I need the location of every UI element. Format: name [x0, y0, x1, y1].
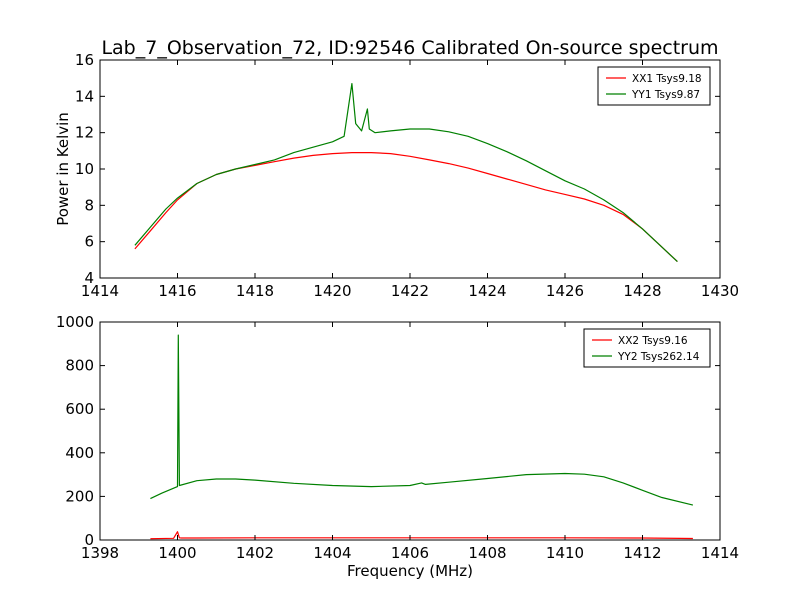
- x-tick-label: 1408: [468, 544, 506, 562]
- x-axis-label: Frequency (MHz): [347, 562, 473, 580]
- series-line-2-2: [150, 334, 694, 506]
- x-tick-label: 1414: [701, 544, 739, 562]
- x-tick-label: 1416: [158, 282, 196, 300]
- y-tick-label: 6: [84, 233, 94, 251]
- legend-label: YY1 Tsys9.87: [631, 89, 700, 101]
- legend-label: XX2 Tsys9.16: [618, 335, 688, 347]
- series-line-1-2: [134, 82, 678, 263]
- y-tick-label: 600: [65, 400, 94, 418]
- legend: XX2 Tsys9.16 YY2 Tsys262.14: [583, 328, 711, 368]
- x-tick-label: 1426: [546, 282, 584, 300]
- x-tick-label: 1418: [236, 282, 274, 300]
- x-tick-label: 1422: [391, 282, 429, 300]
- series-line-2-1: [150, 531, 693, 540]
- x-tick-label: 1404: [313, 544, 351, 562]
- x-tick-label: 1420: [313, 282, 351, 300]
- y-tick-label: 200: [65, 487, 94, 505]
- y-tick-label: 0: [84, 531, 94, 549]
- legend: XX1 Tsys9.18 YY1 Tsys9.87: [597, 66, 711, 106]
- x-tick-label: 1406: [391, 544, 429, 562]
- x-tick-label: 1414: [81, 282, 119, 300]
- y-tick-label: 16: [75, 51, 94, 69]
- top-plot: 1414 1416 1418 1420 1422 1424 1426 1428 14304681…: [75, 51, 739, 300]
- x-tick-label: 1424: [468, 282, 506, 300]
- y-tick-label: 12: [75, 124, 94, 142]
- x-tick-label: 1410: [546, 544, 584, 562]
- y-tick-label: 800: [65, 357, 94, 375]
- x-tick-label: 1412: [623, 544, 661, 562]
- y-tick-label: 14: [75, 87, 94, 105]
- legend-box: [583, 328, 711, 368]
- y-tick-label: 8: [84, 196, 94, 214]
- legend-label: XX1 Tsys9.18: [632, 73, 702, 85]
- y-tick-label: 4: [84, 269, 94, 287]
- legend-label: YY2 Tsys262.14: [617, 351, 700, 363]
- x-tick-label: 1430: [701, 282, 739, 300]
- chart-title: Lab_7_Observation_72, ID:92546 Calibrate…: [101, 37, 718, 59]
- x-tick-label: 1428: [623, 282, 661, 300]
- legend-box: [597, 66, 711, 106]
- bottom-plot: 1398 1400 1402 1404 1406 1408 1410 1412 1414 0 200…: [56, 313, 739, 562]
- y-tick-label: 400: [65, 444, 94, 462]
- y-axis-label: Power in Kelvin: [54, 112, 72, 226]
- y-tick-label: 10: [75, 160, 94, 178]
- x-tick-label: 1398: [81, 544, 119, 562]
- x-tick-label: 1402: [236, 544, 274, 562]
- x-tick-label: 1400: [158, 544, 196, 562]
- y-tick-label: 1000: [56, 313, 94, 331]
- series-line-1-1: [134, 152, 678, 263]
